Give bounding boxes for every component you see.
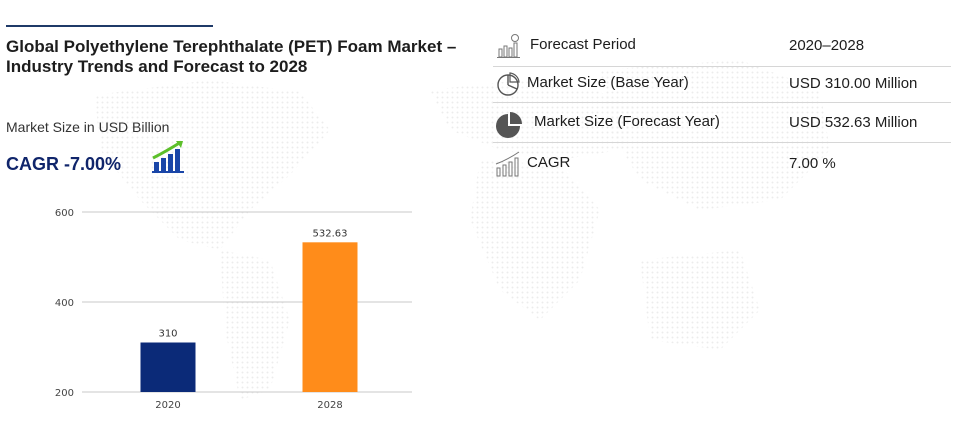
bar-value-labels: 310 532.63 xyxy=(158,228,347,339)
bar-chart-gear-icon xyxy=(497,34,520,58)
bar-value-label: 532.63 xyxy=(313,228,348,239)
x-tick-label: 2020 xyxy=(155,400,180,411)
info-divider xyxy=(493,102,951,103)
info-value: USD 532.63 Million xyxy=(789,114,918,131)
growth-chart-icon xyxy=(495,151,520,177)
bar-2020 xyxy=(140,342,196,392)
cagr-label: CAGR -7.00% xyxy=(6,154,122,174)
x-tick-label: 2028 xyxy=(317,400,342,411)
x-axis-ticks: 2020 2028 xyxy=(155,400,342,411)
chart-subtitle: Market Size in USD Billion xyxy=(6,119,170,135)
info-divider xyxy=(493,142,951,143)
bar-value-label: 310 xyxy=(158,329,177,340)
pie-chart-outline-icon xyxy=(497,72,520,96)
info-label: Forecast Period xyxy=(530,36,636,53)
pie-chart-filled-icon xyxy=(496,112,522,138)
info-divider xyxy=(493,66,951,67)
y-tick-label: 200 xyxy=(55,388,74,399)
info-label: Market Size (Base Year) xyxy=(527,74,689,91)
info-row-forecast-period: Forecast Period 2020–2028 xyxy=(493,30,951,60)
y-tick-label: 600 xyxy=(55,208,74,219)
bar-2028 xyxy=(302,242,358,392)
info-label: Market Size (Forecast Year) xyxy=(534,113,720,130)
bar-chart: 200 400 600 310 532.63 2020 2028 xyxy=(55,208,412,411)
chart-gridlines xyxy=(82,211,412,393)
info-label: CAGR xyxy=(527,154,571,171)
info-row-forecast-year: Market Size (Forecast Year) USD 532.63 M… xyxy=(493,107,951,138)
info-value: 2020–2028 xyxy=(789,37,865,54)
y-tick-label: 400 xyxy=(55,298,74,309)
growth-bars-icon xyxy=(152,140,184,173)
chart-bars xyxy=(140,242,358,392)
info-row-base-year: Market Size (Base Year) USD 310.00 Milli… xyxy=(493,68,951,98)
y-axis-ticks: 200 400 600 xyxy=(55,208,74,399)
title-rule xyxy=(6,25,213,27)
info-row-cagr: CAGR 7.00 % xyxy=(493,148,951,178)
page-title: Global Polyethylene Terephthalate (PET) … xyxy=(6,37,457,76)
info-value: 7.00 % xyxy=(789,155,836,172)
info-value: USD 310.00 Million xyxy=(789,75,918,92)
